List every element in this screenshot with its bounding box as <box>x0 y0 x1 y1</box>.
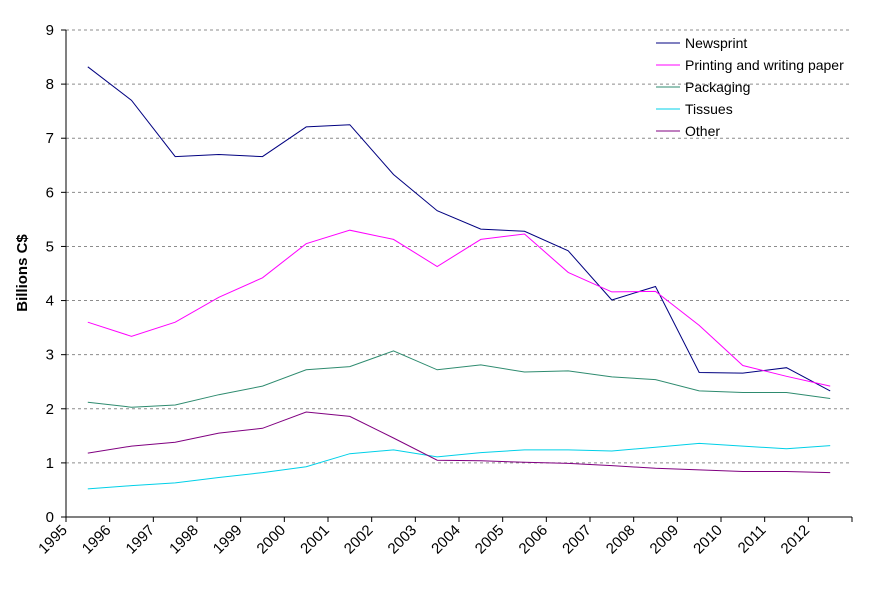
x-tick-label: 2001 <box>297 522 333 558</box>
x-tick-label: 2010 <box>690 522 726 558</box>
legend-label-packaging: Packaging <box>685 79 750 95</box>
x-tick-label: 2009 <box>647 522 683 558</box>
y-tick-label: 3 <box>46 347 54 364</box>
x-tick-label: 2008 <box>603 522 639 558</box>
x-tick-label: 2002 <box>341 522 377 558</box>
y-tick-label: 7 <box>46 130 54 147</box>
y-tick-label: 4 <box>46 293 54 310</box>
x-tick-label: 1996 <box>79 522 115 558</box>
legend-label-newsprint: Newsprint <box>685 35 747 51</box>
y-tick-label: 5 <box>46 238 54 255</box>
legend-label-printing-and-writing-paper: Printing and writing paper <box>685 57 844 73</box>
legend-label-other: Other <box>685 123 720 139</box>
series-line-newsprint <box>87 66 831 392</box>
legend-label-tissues: Tissues <box>685 101 733 117</box>
axes <box>61 29 853 522</box>
x-tick-label: 1999 <box>210 522 246 558</box>
x-tick-label: 2005 <box>472 522 508 558</box>
y-tick-label: 0 <box>46 509 54 526</box>
x-tick-label: 2000 <box>254 522 290 558</box>
y-axis-label: Billions C$ <box>14 234 31 312</box>
series-line-other <box>87 411 831 474</box>
x-tick-label: 1998 <box>166 522 202 558</box>
y-tick-label: 9 <box>46 22 54 39</box>
series-line-packaging <box>87 350 831 408</box>
legend: Newsprint Printing and writing paper Packa… <box>656 35 844 139</box>
x-tick-label: 2012 <box>778 522 814 558</box>
x-tick-label: 1997 <box>123 522 159 558</box>
series-line-tissues <box>87 442 831 490</box>
y-tick-label: 8 <box>46 76 54 93</box>
series-line-printing-and-writing-paper <box>87 229 831 387</box>
y-tick-label: 6 <box>46 184 54 201</box>
y-tick-label: 1 <box>46 455 54 472</box>
x-tick-label: 2006 <box>516 522 552 558</box>
series-lines <box>87 66 831 490</box>
x-tick-label: 1995 <box>35 522 71 558</box>
x-tick-label: 2003 <box>385 522 421 558</box>
x-tick-label: 2011 <box>735 522 770 557</box>
gridlines <box>66 29 852 464</box>
x-tick-label: 2004 <box>428 522 464 558</box>
x-tick-label: 2007 <box>559 522 595 558</box>
y-tick-label: 2 <box>46 401 54 418</box>
